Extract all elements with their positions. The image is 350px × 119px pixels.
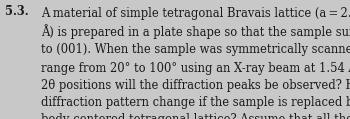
Text: A material of simple tetragonal Bravais lattice (a = 2.4 Å, c = 3.6
Å) is prepar: A material of simple tetragonal Bravais … bbox=[41, 5, 350, 119]
Text: 5.3.: 5.3. bbox=[5, 5, 28, 18]
